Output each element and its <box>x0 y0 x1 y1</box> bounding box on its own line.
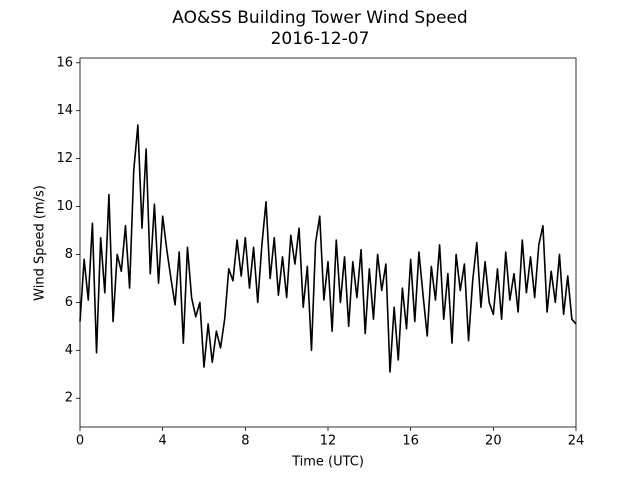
x-tick-label: 16 <box>402 434 419 449</box>
x-tick-label: 12 <box>320 434 337 449</box>
y-tick-label: 8 <box>65 247 73 262</box>
y-axis-label: Wind Speed (m/s) <box>33 185 48 301</box>
x-tick-label: 20 <box>485 434 502 449</box>
y-tick-label: 2 <box>65 391 73 406</box>
chart-title: AO&SS Building Tower Wind Speed <box>172 8 467 28</box>
plot-frame <box>79 57 577 428</box>
x-axis-label: Time (UTC) <box>291 455 364 470</box>
x-tick-label: 4 <box>159 434 167 449</box>
x-tick-label: 8 <box>241 434 249 449</box>
y-tick-label: 4 <box>65 343 73 358</box>
y-tick-label: 14 <box>56 103 73 118</box>
y-tick-label: 16 <box>56 55 73 70</box>
x-tick-label: 24 <box>568 434 585 449</box>
x-tick-label: 0 <box>76 434 84 449</box>
y-tick-label: 10 <box>56 199 73 214</box>
y-tick-label: 12 <box>56 151 73 166</box>
y-tick-label: 6 <box>65 295 73 310</box>
chart-subtitle: 2016-12-07 <box>271 29 370 49</box>
data-line <box>79 124 577 373</box>
